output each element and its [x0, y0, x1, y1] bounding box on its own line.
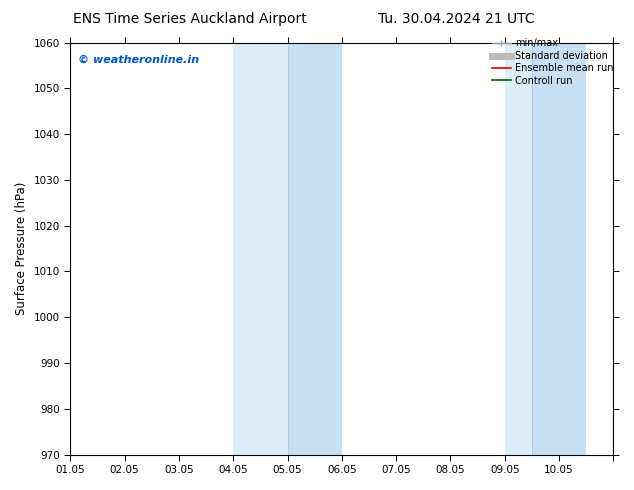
- Text: ENS Time Series Auckland Airport: ENS Time Series Auckland Airport: [74, 12, 307, 26]
- Text: Tu. 30.04.2024 21 UTC: Tu. 30.04.2024 21 UTC: [378, 12, 535, 26]
- Bar: [505, 43, 532, 455]
- Bar: [287, 43, 342, 455]
- Bar: [532, 43, 586, 455]
- Text: © weatheronline.in: © weatheronline.in: [79, 55, 200, 65]
- Legend: min/max, Standard deviation, Ensemble mean run, Controll run: min/max, Standard deviation, Ensemble me…: [491, 39, 614, 86]
- Y-axis label: Surface Pressure (hPa): Surface Pressure (hPa): [15, 182, 28, 315]
- Bar: [233, 43, 287, 455]
